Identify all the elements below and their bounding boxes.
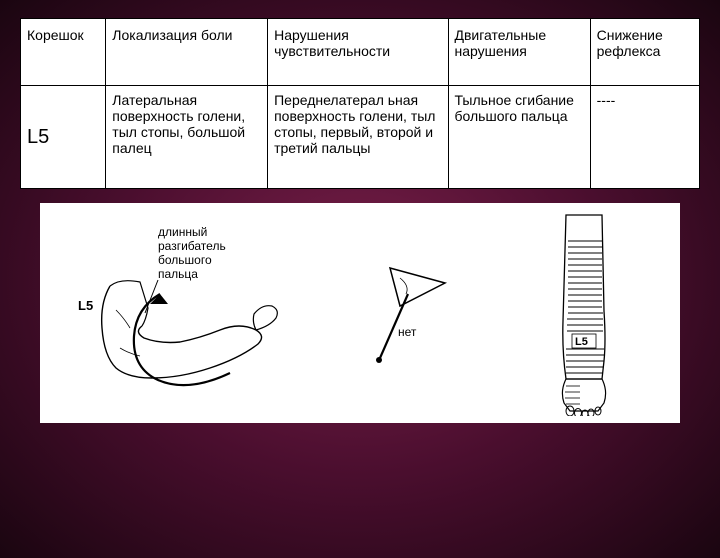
table-row: L5 Латеральная поверхность голени, тыл с… <box>21 86 700 189</box>
header-reflex: Снижение рефлекса <box>590 19 699 86</box>
cell-root: L5 <box>21 86 106 189</box>
table-header-row: Корешок Локализация боли Нарушения чувст… <box>21 19 700 86</box>
nerve-root-table: Корешок Локализация боли Нарушения чувст… <box>20 18 700 189</box>
anatomy-diagram-area: L5 длинный разгибатель большого пальца <box>40 203 680 423</box>
foot-extension-diagram: L5 длинный разгибатель большого пальца <box>80 218 290 408</box>
cell-reflex: ---- <box>590 86 699 189</box>
top-text-line4: пальца <box>158 267 198 281</box>
cell-pain: Латеральная поверхность голени, тыл стоп… <box>106 86 268 189</box>
nerve-root-table-container: Корешок Локализация боли Нарушения чувст… <box>20 18 700 189</box>
reflex-hammer-diagram: нет <box>350 238 470 388</box>
header-root: Корешок <box>21 19 106 86</box>
header-sensory: Нарушения чувствительности <box>268 19 448 86</box>
top-text-line2: разгибатель <box>158 239 226 253</box>
middle-text: нет <box>398 325 417 339</box>
header-pain: Локализация боли <box>106 19 268 86</box>
dermatome-foot-diagram: L5 <box>530 211 640 416</box>
top-text-line3: большого <box>158 253 212 267</box>
right-label: L5 <box>575 336 588 348</box>
top-text-line1: длинный <box>158 225 207 239</box>
header-motor: Двигательные нарушения <box>448 19 590 86</box>
left-label: L5 <box>78 298 93 313</box>
cell-sensory: Переднелатерал ьная поверхность голени, … <box>268 86 448 189</box>
cell-motor: Тыльное сгибание большого пальца <box>448 86 590 189</box>
